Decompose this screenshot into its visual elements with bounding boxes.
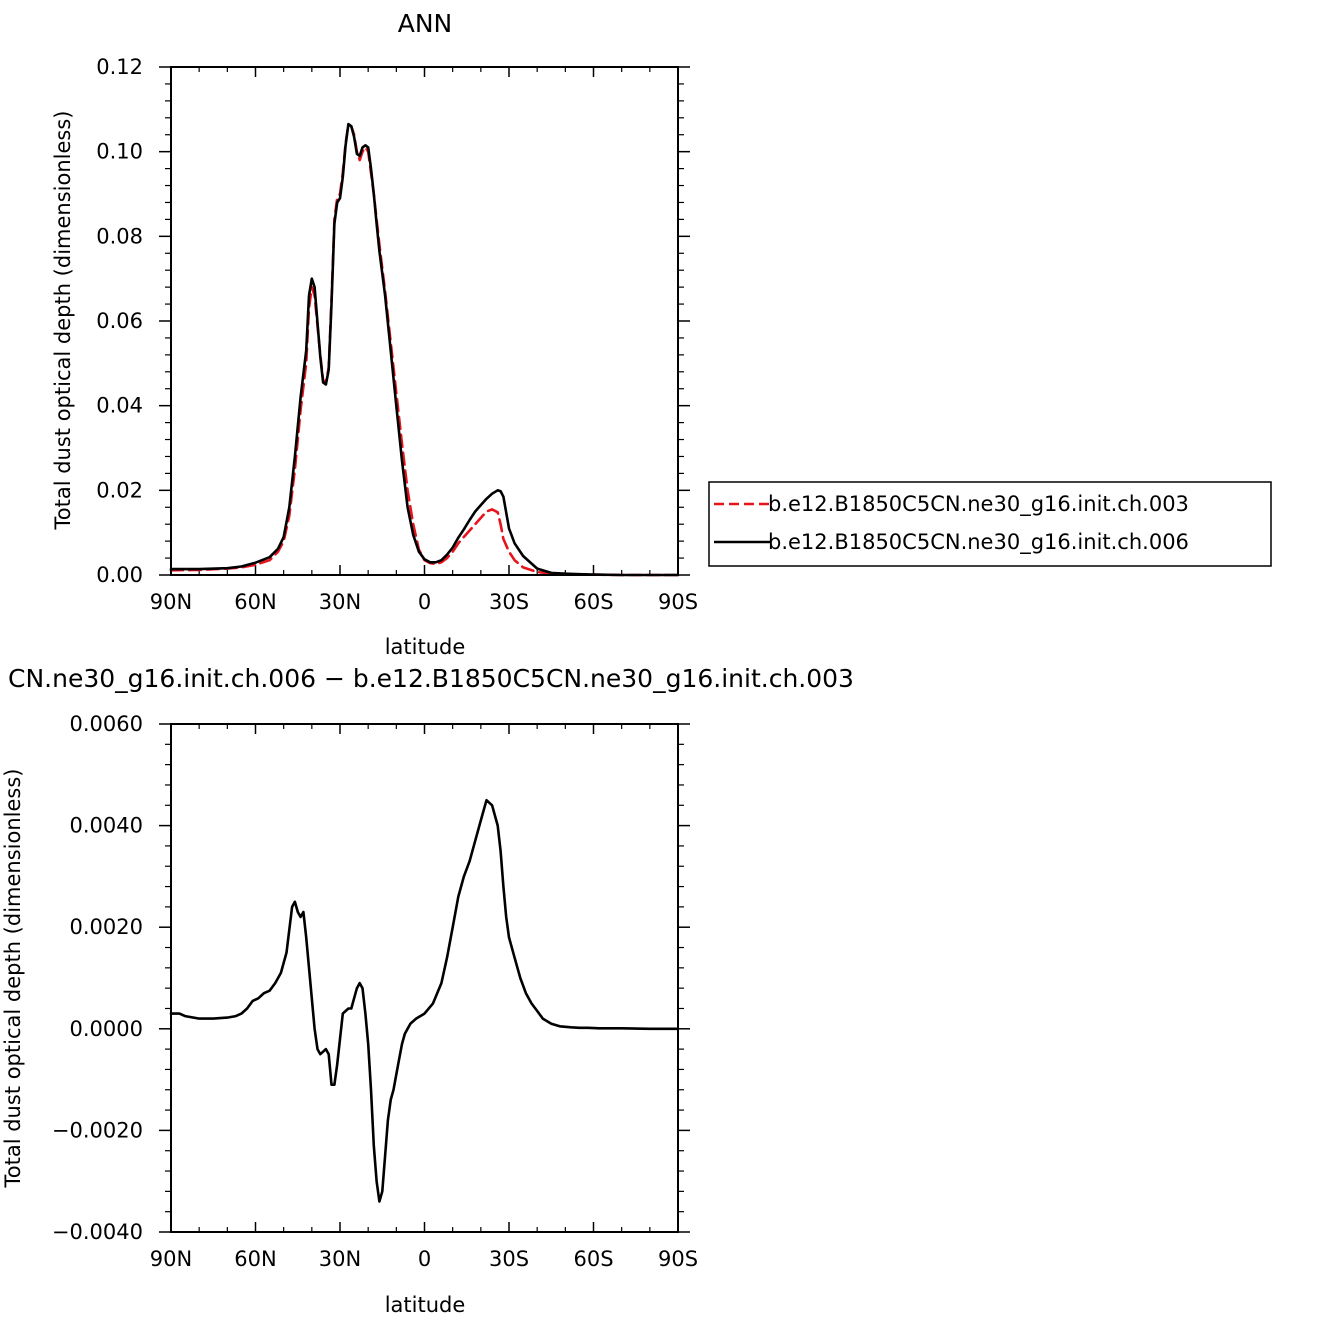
bottom-x-tick-label: 90S xyxy=(658,1247,698,1271)
top-series-lines xyxy=(169,122,680,577)
bottom-y-tick-label: 0.0020 xyxy=(70,915,143,939)
bottom-x-tick-label: 60S xyxy=(573,1247,613,1271)
bottom-y-tick-label: −0.0020 xyxy=(52,1118,143,1142)
top-series-line-1 xyxy=(169,122,680,577)
bottom-y-tick-label: −0.0040 xyxy=(52,1220,143,1244)
bottom-series-lines xyxy=(169,798,680,1203)
top-y-tick-label: 0.12 xyxy=(96,55,143,79)
top-y-tick-label: 0.02 xyxy=(96,478,143,502)
top-x-tick-label: 0 xyxy=(418,590,431,614)
bottom-x-tick-label: 0 xyxy=(418,1247,431,1271)
top-chart-title: ANN xyxy=(398,9,453,38)
top-x-tick-label: 30N xyxy=(319,590,361,614)
top-series-line-0 xyxy=(169,122,680,577)
legend-label-006: b.e12.B1850C5CN.ne30_g16.init.ch.006 xyxy=(768,530,1189,555)
bottom-chart-title: CN.ne30_g16.init.ch.006 − b.e12.B1850C5C… xyxy=(8,664,854,693)
top-y-tick-label: 0.00 xyxy=(96,563,143,587)
legend: b.e12.B1850C5CN.ne30_g16.init.ch.003 b.e… xyxy=(708,481,1272,567)
bottom-x-axis-title: latitude xyxy=(385,1293,466,1317)
bottom-x-tick-label: 90N xyxy=(150,1247,192,1271)
top-x-tick-label: 30S xyxy=(489,590,529,614)
top-y-tick-label: 0.10 xyxy=(96,140,143,164)
top-x-tick-label: 90S xyxy=(658,590,698,614)
top-x-tick-label: 60S xyxy=(573,590,613,614)
top-y-axis-title: Total dust optical depth (dimensionless) xyxy=(51,111,75,531)
top-plot-frame xyxy=(170,66,679,576)
top-x-tick-label: 90N xyxy=(150,590,192,614)
bottom-chart: CN.ne30_g16.init.ch.006 − b.e12.B1850C5C… xyxy=(1,664,854,1317)
bottom-x-tick-label: 30S xyxy=(489,1247,529,1271)
top-y-tick-label: 0.08 xyxy=(96,224,143,248)
top-chart: ANN Total dust optical depth (dimensionl… xyxy=(51,9,1272,659)
bottom-x-tick-label: 30N xyxy=(319,1247,361,1271)
bottom-plot-frame xyxy=(170,723,679,1233)
bottom-y-tick-label: 0.0060 xyxy=(70,712,143,736)
top-y-tick-label: 0.04 xyxy=(96,394,143,418)
bottom-axis-ticks: 90N 60N 30N 0 30S 60S 90S −0.0040 −0.0020 0.0000 0… xyxy=(52,712,698,1271)
legend-label-003: b.e12.B1850C5CN.ne30_g16.init.ch.003 xyxy=(768,492,1189,517)
bottom-y-tick-label: 0.0000 xyxy=(70,1017,143,1041)
top-axis-ticks: 90N 60N 30N 0 30S 60S 90S 0.00 0.02 0.04 0.06 0.08 0… xyxy=(96,55,698,614)
bottom-series-line-0 xyxy=(169,798,680,1203)
top-y-tick-label: 0.06 xyxy=(96,309,143,333)
bottom-y-axis-title: Total dust optical depth (dimensionless) xyxy=(1,769,25,1189)
top-x-axis-title: latitude xyxy=(385,635,466,659)
bottom-x-tick-label: 60N xyxy=(234,1247,276,1271)
top-x-tick-label: 60N xyxy=(234,590,276,614)
legend-box xyxy=(708,481,1272,567)
bottom-y-tick-label: 0.0040 xyxy=(70,814,143,838)
